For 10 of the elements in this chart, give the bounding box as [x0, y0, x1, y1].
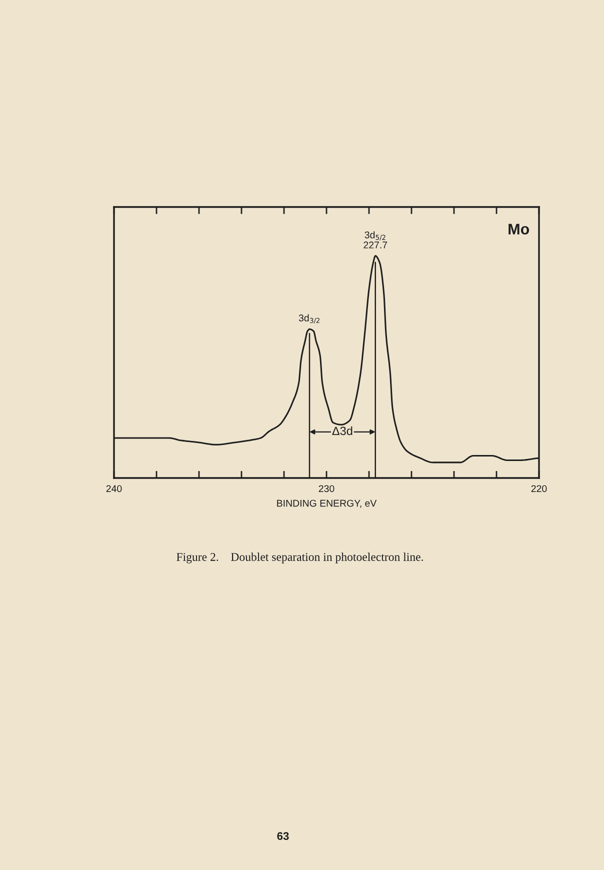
caption: Figure 2. Doublet separation in photoelectron line.: [176, 552, 423, 564]
x-tick-label: 230: [318, 485, 334, 492]
x-tick-label: 220: [531, 485, 547, 492]
annotation: 3d$_{3/2}$: [298, 314, 320, 324]
text: 63: [277, 832, 289, 840]
annotation: Δ3d: [332, 426, 352, 436]
annotation: 3d$_{5/2}$ 227.7: [364, 231, 388, 248]
x-axis-title: BINDING ENERGY, eV: [277, 500, 377, 508]
text: Mo: [508, 224, 530, 234]
x-tick-label: 240: [106, 485, 122, 492]
